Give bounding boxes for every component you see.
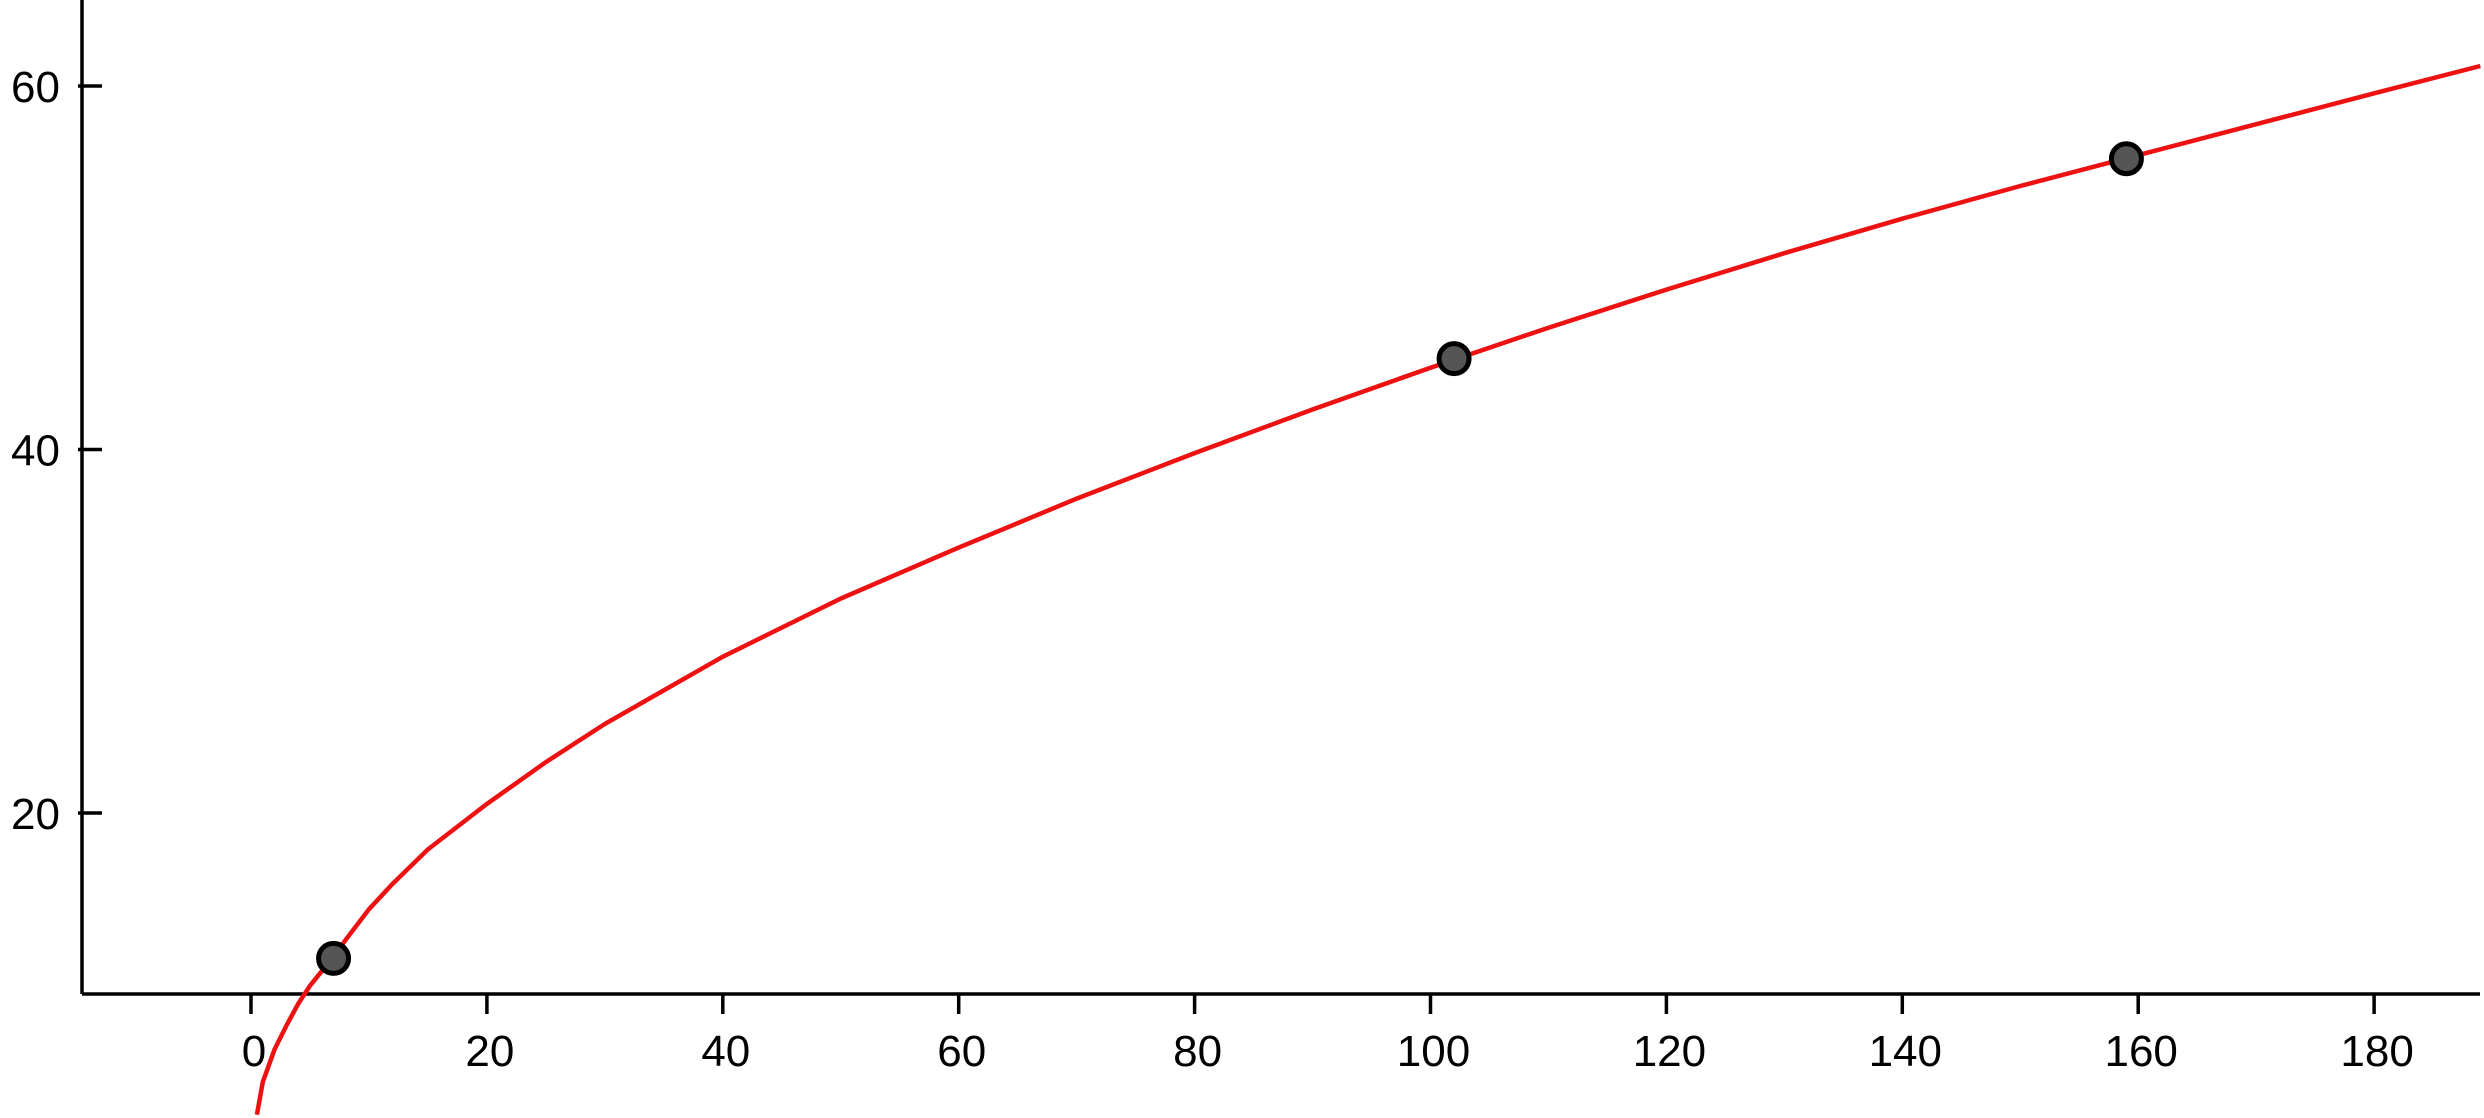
y-tick-label: 20 <box>11 790 60 839</box>
x-tick-label: 100 <box>1397 1027 1470 1076</box>
x-tick-label: 120 <box>1633 1027 1706 1076</box>
fit-curve-line <box>254 63 2481 1116</box>
x-tick-label: 0 <box>242 1027 266 1076</box>
x-tick-label: 180 <box>2340 1027 2413 1076</box>
x-tick-label: 60 <box>937 1027 986 1076</box>
x-tick-label: 20 <box>465 1027 514 1076</box>
y-axis: 20 40 60 <box>11 0 102 994</box>
x-tick-label: 80 <box>1173 1027 1222 1076</box>
x-tick-label: 140 <box>1869 1027 1942 1076</box>
x-tick-label: 160 <box>2104 1027 2177 1076</box>
y-tick-label: 60 <box>11 63 60 112</box>
x-tick-label: 40 <box>701 1027 750 1076</box>
data-point <box>2108 141 2144 177</box>
data-point <box>1436 341 1472 377</box>
y-tick-label: 40 <box>11 427 60 476</box>
data-point <box>316 940 352 976</box>
data-points-layer <box>316 141 2144 976</box>
fit-curve-layer <box>254 63 2481 1116</box>
x-axis: 0 20 40 60 80 100 120 140 160 180 <box>82 992 2480 1076</box>
